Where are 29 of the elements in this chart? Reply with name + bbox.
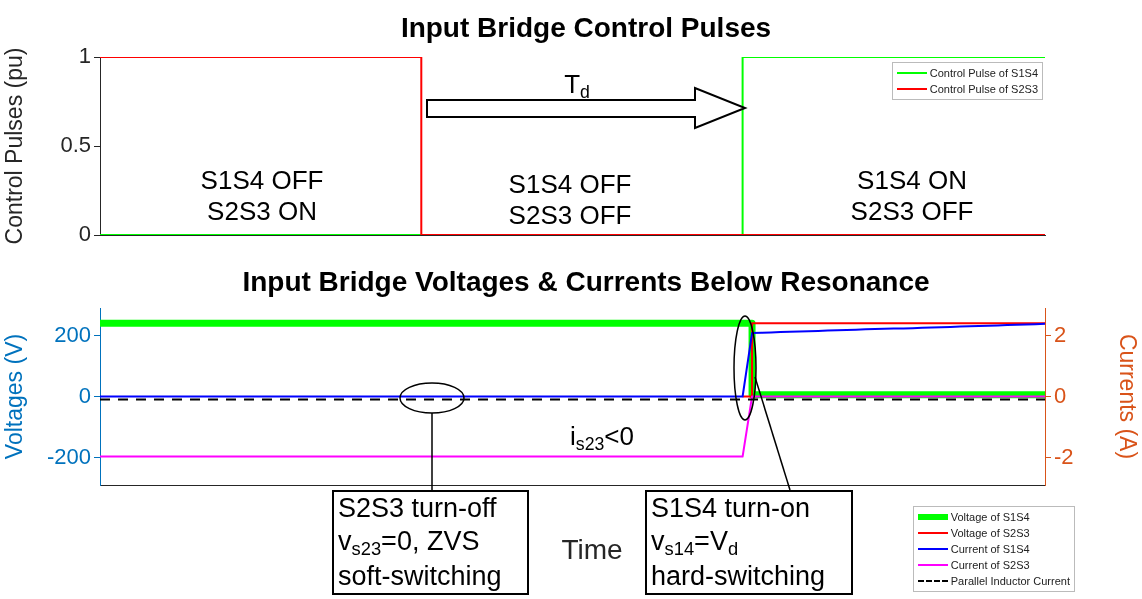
legend-label: Control Pulse of S1S4	[929, 67, 1038, 79]
annotation: S1S4 ON S2S3 OFF	[850, 165, 974, 227]
chart-title: Input Bridge Voltages & Currents Below Resonance	[241, 266, 931, 298]
y-tick-label: -200	[46, 443, 91, 469]
y2-tick-label: 0	[1054, 382, 1067, 408]
annotation: S1S4 OFF S2S3 OFF	[508, 169, 632, 231]
y-tick-label: 1	[78, 43, 91, 69]
y-axis-title: Control Pulses (pu)	[1, 47, 28, 245]
legend-label: Parallel Inductor Current	[950, 575, 1070, 587]
y2-tick-label: -2	[1054, 443, 1074, 469]
legend-label: Control Pulse of S2S3	[929, 83, 1038, 95]
legend-label: Current of S1S4	[950, 543, 1030, 555]
annotation: T$_{d}$	[564, 69, 590, 103]
y-tick-label: 0.5	[60, 132, 91, 158]
y-axis-title: Voltages (V)	[1, 333, 28, 460]
annotation: S1S4 OFF S2S3 ON	[200, 165, 324, 227]
annotation: i$_{s23}$<0	[570, 421, 634, 455]
legend-label: Current of S2S3	[950, 559, 1030, 571]
chart-title: Input Bridge Control Pulses	[399, 12, 773, 44]
legend-label: Voltage of S2S3	[950, 527, 1030, 539]
y-tick-label: 0	[78, 221, 91, 247]
x-axis-title: Time	[561, 533, 623, 567]
y-tick-label: 200	[54, 321, 91, 347]
y2-axis-title: Currents (A)	[1114, 333, 1141, 460]
text: S1S4 turn-on v$_{s14}$=V$_{d}$ hard-switching	[645, 490, 853, 595]
y-tick-label: 0	[78, 382, 91, 408]
text: S2S3 turn-off v$_{s23}$=0, ZVS soft-switching	[332, 490, 529, 595]
legend-label: Voltage of S1S4	[950, 511, 1030, 523]
y2-tick-label: 2	[1054, 321, 1067, 347]
